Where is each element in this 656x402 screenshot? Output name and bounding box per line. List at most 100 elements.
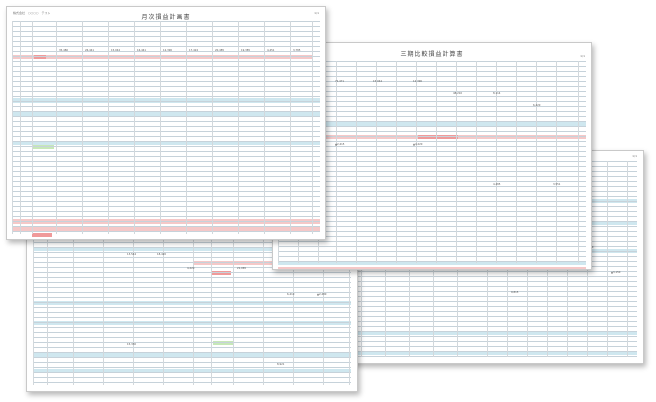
grid-col-line xyxy=(578,61,579,263)
cell-value: 17,424 xyxy=(189,49,199,52)
cell-value: ▲3,150 xyxy=(611,271,621,274)
grid-row-line xyxy=(33,277,351,278)
grid-row-line xyxy=(278,111,586,112)
grid-row-line xyxy=(12,136,320,137)
grid-row-line xyxy=(278,181,586,182)
grid-row-line xyxy=(278,81,586,82)
grid-col-line xyxy=(32,21,33,234)
grid-row-line xyxy=(278,101,586,102)
grid-col-line xyxy=(47,237,48,385)
grid-row-line xyxy=(33,317,351,318)
grid-row-line xyxy=(33,267,351,268)
sheet-title: 月次損益計画書 xyxy=(141,14,191,21)
cell-value: 3,551 xyxy=(553,183,561,186)
cell-value: 8,921 xyxy=(277,363,285,366)
grid-row-line xyxy=(278,186,586,187)
grid-col-line xyxy=(163,237,164,385)
grid-row-line xyxy=(278,206,586,207)
grid-row-line xyxy=(12,176,320,177)
grid-col-line xyxy=(186,21,187,234)
grid-col-line xyxy=(20,21,21,234)
grid-row-line xyxy=(278,236,586,237)
grid-col-line xyxy=(193,237,194,385)
grid-row-line xyxy=(278,176,586,177)
grid-row-line xyxy=(33,247,351,248)
grid-row-line xyxy=(12,141,320,142)
grid-col-line xyxy=(82,21,83,234)
grid-row-line xyxy=(278,191,586,192)
cell-value: 6,420 xyxy=(533,104,541,107)
grid-row-line xyxy=(278,61,586,62)
cell-value: 8,114 xyxy=(493,92,501,95)
grid-row-line xyxy=(33,242,351,243)
grid-row-line xyxy=(12,66,320,67)
grid-col-line xyxy=(396,61,397,263)
grid-col-line xyxy=(556,61,557,263)
highlight-row xyxy=(12,141,320,145)
highlight-row xyxy=(33,247,351,251)
highlight-row xyxy=(33,301,351,305)
grid-row-line xyxy=(278,251,586,252)
sheet-page-label: 1/1 xyxy=(632,154,637,158)
grid-row-line xyxy=(12,51,320,52)
grid-col-line xyxy=(516,61,517,263)
grid-row-line xyxy=(33,382,351,383)
cell-value: ▲2,415 xyxy=(335,143,345,146)
grid-row-line xyxy=(12,201,320,202)
grid-col-line xyxy=(134,21,135,234)
highlight-row xyxy=(278,261,586,265)
grid-row-line xyxy=(33,272,351,273)
grid-row-line xyxy=(33,262,351,263)
grid-row-line xyxy=(278,151,586,152)
grid-row-line xyxy=(12,21,320,22)
grid-row-line xyxy=(12,81,320,82)
grid-row-line xyxy=(278,231,586,232)
grid-col-line xyxy=(233,237,234,385)
grid-row-line xyxy=(12,181,320,182)
grid-row-line xyxy=(33,312,351,313)
grid-row-line xyxy=(12,106,320,107)
cell-value: ▲4,220 xyxy=(413,143,423,146)
grid-col-line xyxy=(108,21,109,234)
grid-row-line xyxy=(12,31,320,32)
grid-col-line xyxy=(476,61,477,263)
grid-row-line xyxy=(278,201,586,202)
highlight-row xyxy=(33,369,351,373)
grid-row-line xyxy=(278,136,586,137)
grid-row-line xyxy=(12,41,320,42)
cell-value: 72,471 xyxy=(335,80,345,83)
cell-value: 16,441 xyxy=(137,49,147,52)
highlight-row xyxy=(34,55,46,59)
grid-row-line xyxy=(33,287,351,288)
grid-row-line xyxy=(278,96,586,97)
grid-row-line xyxy=(12,186,320,187)
cell-value: 48,210 xyxy=(453,92,463,95)
grid-col-line xyxy=(416,61,417,263)
cell-value: 35,480 xyxy=(59,49,69,52)
grid-row-line xyxy=(12,101,320,102)
grid-row-line xyxy=(12,166,320,167)
grid-row-line xyxy=(33,257,351,258)
spreadsheet-grid xyxy=(278,61,586,269)
highlight-row xyxy=(418,135,458,139)
highlight-row xyxy=(213,341,233,345)
grid-row-line xyxy=(278,76,586,77)
grid-row-line xyxy=(33,372,351,373)
grid-col-line xyxy=(33,237,34,385)
grid-row-line xyxy=(278,221,586,222)
grid-row-line xyxy=(12,126,320,127)
grid-row-line xyxy=(12,121,320,122)
grid-row-line xyxy=(278,71,586,72)
cell-value: 12,390 xyxy=(413,80,423,83)
grid-col-line xyxy=(160,21,161,234)
grid-col-line xyxy=(264,21,265,234)
grid-row-line xyxy=(278,161,586,162)
grid-row-line xyxy=(33,352,351,353)
grid-row-line xyxy=(33,367,351,368)
grid-row-line xyxy=(33,307,351,308)
sheet-monthly-profit-plan: 株式会社 ○○○○ テスト 月次損益計画書 1/1 35,480 26,441 … xyxy=(6,6,326,240)
grid-row-line xyxy=(12,231,320,232)
grid-row-line xyxy=(33,327,351,328)
grid-row-line xyxy=(33,252,351,253)
grid-row-line xyxy=(278,171,586,172)
